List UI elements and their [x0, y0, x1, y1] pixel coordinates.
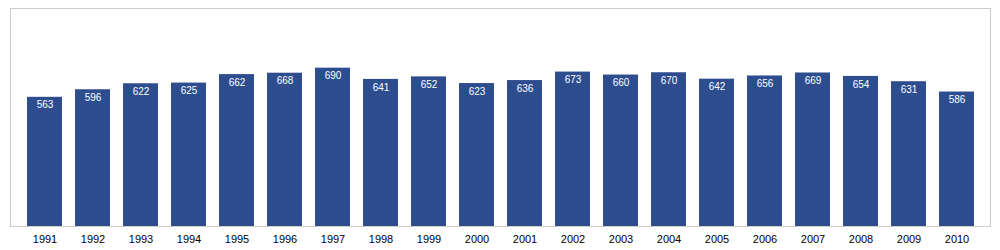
- svg-text:2001: 2001: [513, 233, 537, 245]
- svg-text:2005: 2005: [705, 233, 729, 245]
- svg-text:641: 641: [373, 82, 390, 93]
- svg-text:2000: 2000: [465, 233, 489, 245]
- svg-text:2002: 2002: [561, 233, 585, 245]
- svg-text:669: 669: [805, 75, 822, 86]
- svg-text:642: 642: [709, 81, 726, 92]
- svg-text:660: 660: [613, 77, 630, 88]
- svg-text:652: 652: [421, 79, 438, 90]
- svg-text:596: 596: [85, 92, 102, 103]
- svg-text:1995: 1995: [225, 233, 249, 245]
- svg-text:2006: 2006: [753, 233, 777, 245]
- svg-text:2009: 2009: [897, 233, 921, 245]
- svg-text:2010: 2010: [945, 233, 969, 245]
- svg-text:1997: 1997: [321, 233, 345, 245]
- svg-text:625: 625: [181, 85, 198, 96]
- svg-text:1993: 1993: [129, 233, 153, 245]
- svg-text:2007: 2007: [801, 233, 825, 245]
- svg-text:586: 586: [949, 94, 966, 105]
- svg-text:622: 622: [133, 86, 150, 97]
- svg-text:656: 656: [757, 78, 774, 89]
- svg-text:563: 563: [37, 99, 54, 110]
- svg-text:1999: 1999: [417, 233, 441, 245]
- svg-text:2003: 2003: [609, 233, 633, 245]
- svg-text:1996: 1996: [273, 233, 297, 245]
- svg-text:1998: 1998: [369, 233, 393, 245]
- svg-text:670: 670: [661, 75, 678, 86]
- svg-text:1992: 1992: [81, 233, 105, 245]
- svg-text:623: 623: [469, 86, 486, 97]
- svg-text:636: 636: [517, 83, 534, 94]
- svg-text:673: 673: [565, 74, 582, 85]
- svg-text:690: 690: [325, 70, 342, 81]
- svg-text:668: 668: [277, 75, 294, 86]
- svg-text:1991: 1991: [33, 233, 57, 245]
- svg-text:2004: 2004: [657, 233, 681, 245]
- svg-text:662: 662: [229, 77, 246, 88]
- svg-text:654: 654: [853, 79, 870, 90]
- svg-text:1994: 1994: [177, 233, 201, 245]
- svg-text:2008: 2008: [849, 233, 873, 245]
- svg-text:631: 631: [901, 84, 918, 95]
